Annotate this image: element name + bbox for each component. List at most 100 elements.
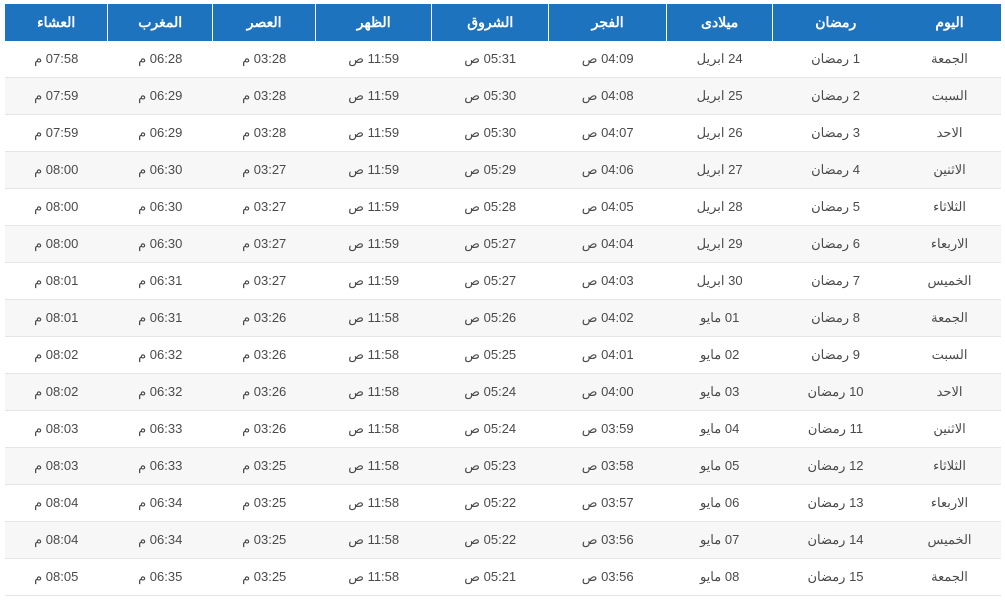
cell-asr: 03:25 م <box>213 485 316 522</box>
cell-ramadan: 12 رمضان <box>773 448 898 485</box>
cell-ramadan: 14 رمضان <box>773 522 898 559</box>
cell-day: الثلاثاء <box>898 189 1001 226</box>
cell-maghrib: 06:30 م <box>108 226 213 263</box>
cell-sunrise: 05:30 ص <box>432 78 549 115</box>
cell-fajr: 04:04 ص <box>549 226 666 263</box>
cell-ramadan: 15 رمضان <box>773 559 898 596</box>
cell-maghrib: 06:34 م <box>108 522 213 559</box>
cell-isha: 08:04 م <box>5 522 108 559</box>
cell-gregorian: 07 مايو <box>666 522 773 559</box>
cell-asr: 03:28 م <box>213 115 316 152</box>
cell-sunrise: 05:23 ص <box>432 448 549 485</box>
cell-gregorian: 28 ابريل <box>666 189 773 226</box>
cell-gregorian: 04 مايو <box>666 411 773 448</box>
cell-dhuhr: 11:59 ص <box>316 115 432 152</box>
cell-day: الاثنين <box>898 411 1001 448</box>
cell-fajr: 03:59 ص <box>549 411 666 448</box>
cell-dhuhr: 11:58 ص <box>316 411 432 448</box>
cell-dhuhr: 11:59 ص <box>316 226 432 263</box>
cell-ramadan: 9 رمضان <box>773 337 898 374</box>
cell-sunrise: 05:28 ص <box>432 189 549 226</box>
cell-maghrib: 06:32 م <box>108 337 213 374</box>
cell-maghrib: 06:31 م <box>108 263 213 300</box>
cell-isha: 08:05 م <box>5 559 108 596</box>
cell-sunrise: 05:27 ص <box>432 226 549 263</box>
table-row: الجمعة8 رمضان01 مايو04:02 ص05:26 ص11:58 … <box>5 300 1002 337</box>
cell-fajr: 04:02 ص <box>549 300 666 337</box>
cell-isha: 08:01 م <box>5 263 108 300</box>
table-row: الجمعة15 رمضان08 مايو03:56 ص05:21 ص11:58… <box>5 559 1002 596</box>
cell-sunrise: 05:27 ص <box>432 263 549 300</box>
cell-sunrise: 05:24 ص <box>432 374 549 411</box>
table-row: الاحد10 رمضان03 مايو04:00 ص05:24 ص11:58 … <box>5 374 1002 411</box>
cell-gregorian: 08 مايو <box>666 559 773 596</box>
cell-fajr: 04:00 ص <box>549 374 666 411</box>
cell-ramadan: 7 رمضان <box>773 263 898 300</box>
cell-fajr: 04:06 ص <box>549 152 666 189</box>
cell-ramadan: 4 رمضان <box>773 152 898 189</box>
cell-day: الاثنين <box>898 152 1001 189</box>
col-asr: العصر <box>213 4 316 41</box>
cell-dhuhr: 11:58 ص <box>316 300 432 337</box>
cell-dhuhr: 11:59 ص <box>316 263 432 300</box>
cell-isha: 08:02 م <box>5 337 108 374</box>
cell-asr: 03:28 م <box>213 78 316 115</box>
cell-dhuhr: 11:58 ص <box>316 448 432 485</box>
cell-dhuhr: 11:59 ص <box>316 78 432 115</box>
col-isha: العشاء <box>5 4 108 41</box>
col-ramadan: رمضان <box>773 4 898 41</box>
cell-asr: 03:27 م <box>213 189 316 226</box>
cell-maghrib: 06:35 م <box>108 559 213 596</box>
cell-asr: 03:27 م <box>213 152 316 189</box>
cell-gregorian: 27 ابريل <box>666 152 773 189</box>
cell-asr: 03:25 م <box>213 448 316 485</box>
cell-gregorian: 06 مايو <box>666 485 773 522</box>
col-gregorian: ميلادى <box>666 4 773 41</box>
cell-isha: 08:03 م <box>5 411 108 448</box>
col-maghrib: المغرب <box>108 4 213 41</box>
table-header: اليوم رمضان ميلادى الفجر الشروق الظهر ال… <box>5 4 1002 41</box>
cell-ramadan: 6 رمضان <box>773 226 898 263</box>
cell-asr: 03:25 م <box>213 522 316 559</box>
cell-gregorian: 25 ابريل <box>666 78 773 115</box>
cell-isha: 08:00 م <box>5 152 108 189</box>
cell-asr: 03:27 م <box>213 263 316 300</box>
cell-gregorian: 02 مايو <box>666 337 773 374</box>
cell-sunrise: 05:31 ص <box>432 41 549 78</box>
table-row: الاثنين4 رمضان27 ابريل04:06 ص05:29 ص11:5… <box>5 152 1002 189</box>
cell-day: الجمعة <box>898 41 1001 78</box>
cell-day: الاربعاء <box>898 485 1001 522</box>
cell-maghrib: 06:31 م <box>108 300 213 337</box>
cell-day: الجمعة <box>898 559 1001 596</box>
cell-isha: 08:04 م <box>5 485 108 522</box>
cell-asr: 03:25 م <box>213 559 316 596</box>
cell-gregorian: 30 ابريل <box>666 263 773 300</box>
cell-dhuhr: 11:58 ص <box>316 374 432 411</box>
cell-isha: 07:59 م <box>5 78 108 115</box>
cell-asr: 03:26 م <box>213 374 316 411</box>
table-row: الخميس7 رمضان30 ابريل04:03 ص05:27 ص11:59… <box>5 263 1002 300</box>
cell-day: الاحد <box>898 374 1001 411</box>
table-row: الاربعاء6 رمضان29 ابريل04:04 ص05:27 ص11:… <box>5 226 1002 263</box>
col-fajr: الفجر <box>549 4 666 41</box>
cell-ramadan: 8 رمضان <box>773 300 898 337</box>
cell-day: الخميس <box>898 522 1001 559</box>
cell-sunrise: 05:26 ص <box>432 300 549 337</box>
cell-sunrise: 05:25 ص <box>432 337 549 374</box>
cell-maghrib: 06:33 م <box>108 411 213 448</box>
cell-maghrib: 06:28 م <box>108 41 213 78</box>
cell-maghrib: 06:33 م <box>108 448 213 485</box>
cell-fajr: 04:08 ص <box>549 78 666 115</box>
cell-ramadan: 3 رمضان <box>773 115 898 152</box>
cell-fajr: 04:01 ص <box>549 337 666 374</box>
cell-ramadan: 5 رمضان <box>773 189 898 226</box>
table-row: الثلاثاء5 رمضان28 ابريل04:05 ص05:28 ص11:… <box>5 189 1002 226</box>
cell-fajr: 04:09 ص <box>549 41 666 78</box>
cell-sunrise: 05:29 ص <box>432 152 549 189</box>
cell-fajr: 03:56 ص <box>549 559 666 596</box>
table-row: الخميس14 رمضان07 مايو03:56 ص05:22 ص11:58… <box>5 522 1002 559</box>
cell-dhuhr: 11:59 ص <box>316 41 432 78</box>
cell-gregorian: 01 مايو <box>666 300 773 337</box>
cell-sunrise: 05:21 ص <box>432 559 549 596</box>
cell-day: الاربعاء <box>898 226 1001 263</box>
